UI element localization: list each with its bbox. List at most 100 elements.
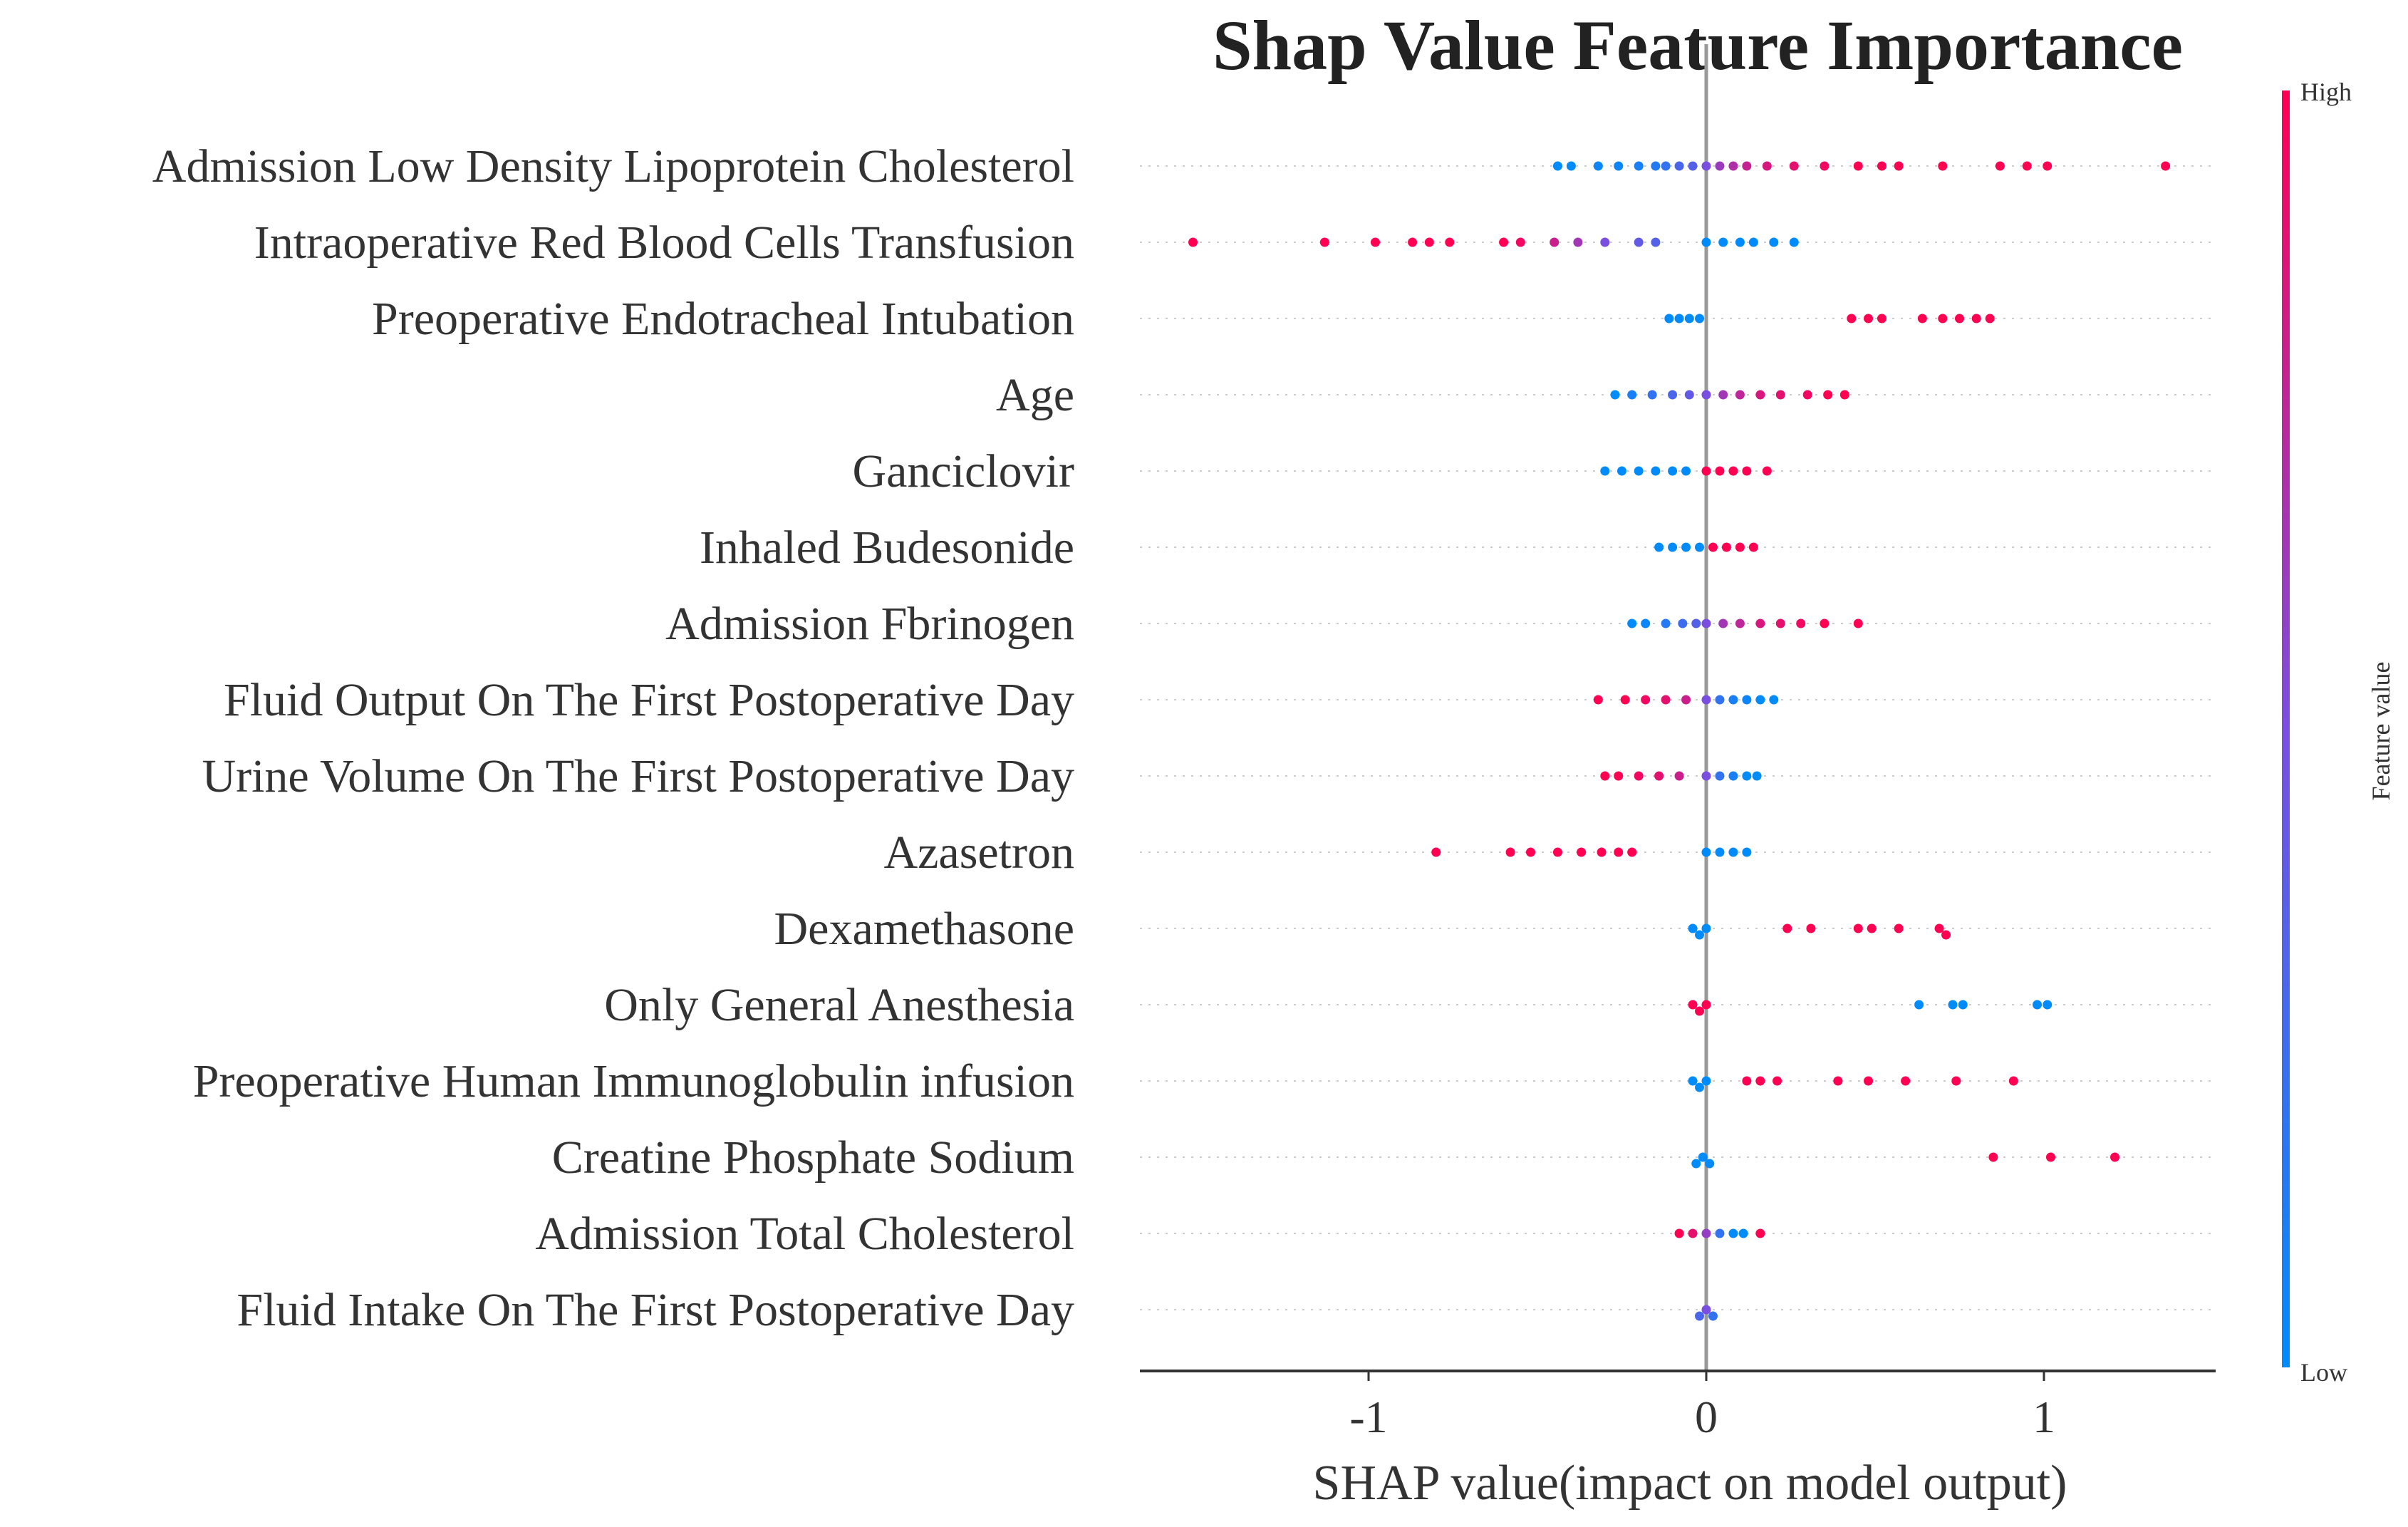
colorbar-high-label: High	[2300, 78, 2352, 106]
shap-point	[1701, 1076, 1711, 1086]
shap-point	[1600, 466, 1610, 476]
colorbar-title: Feature value	[2367, 662, 2395, 801]
shap-point	[1938, 161, 1948, 171]
shap-point	[1610, 390, 1620, 400]
shap-point	[1877, 161, 1887, 171]
x-tick-label: -1	[1349, 1392, 1387, 1442]
shap-point	[1552, 161, 1562, 171]
shap-point	[2110, 1152, 2120, 1162]
shap-point	[1688, 161, 1698, 171]
shap-point	[1641, 618, 1651, 628]
colorbar-low-label: Low	[2300, 1358, 2347, 1387]
shap-point	[1728, 771, 1738, 781]
shap-point	[1847, 314, 1857, 323]
shap-point	[1715, 847, 1725, 857]
shap-point	[1769, 695, 1779, 705]
feature-label: Fluid Intake On The First Postoperative …	[237, 1284, 1074, 1336]
shap-point	[1593, 695, 1603, 705]
shap-point	[2043, 1000, 2052, 1010]
shap-point	[1742, 771, 1752, 781]
shap-point	[1593, 161, 1603, 171]
shap-point	[1424, 237, 1434, 247]
shap-point	[1681, 466, 1691, 476]
shap-point	[1752, 771, 1762, 781]
shap-point	[1748, 542, 1758, 552]
shap-point	[1755, 1228, 1765, 1238]
shap-point	[1695, 1082, 1705, 1092]
shap-point	[1853, 923, 1863, 933]
feature-label: Intraoperative Red Blood Cells Transfusi…	[254, 217, 1074, 269]
shap-point	[1721, 542, 1731, 552]
shap-point	[1715, 771, 1725, 781]
shap-point	[1742, 847, 1752, 857]
shap-point	[1668, 390, 1678, 400]
shap-point	[1762, 466, 1772, 476]
shap-point	[1617, 466, 1626, 476]
shap-point	[1728, 847, 1738, 857]
shap-point	[1688, 1228, 1698, 1238]
shap-point	[1748, 237, 1758, 247]
shap-point	[1735, 390, 1745, 400]
colorbar-gradient	[2282, 90, 2290, 1367]
x-tick-label: 0	[1695, 1392, 1718, 1442]
shap-point	[1701, 466, 1711, 476]
shap-point	[1715, 1228, 1725, 1238]
shap-point	[1820, 161, 1830, 171]
shap-point	[1651, 161, 1661, 171]
colorbar: High Low Feature value	[2282, 78, 2395, 1387]
shap-point	[1370, 237, 1380, 247]
feature-label: Admission Low Density Lipoprotein Choles…	[152, 140, 1074, 192]
shap-point	[2161, 161, 2171, 171]
shap-point	[1698, 1152, 1708, 1162]
shap-point	[2043, 161, 2052, 171]
shap-point	[1614, 771, 1624, 781]
feature-label: Azasetron	[883, 827, 1074, 879]
shap-point	[1674, 771, 1684, 781]
shap-point	[2033, 1000, 2043, 1010]
shap-point	[1688, 1076, 1698, 1086]
shap-point	[1695, 314, 1705, 323]
shap-point	[1773, 1076, 1782, 1086]
shap-point	[1718, 237, 1728, 247]
shap-point	[1566, 161, 1576, 171]
shap-point	[1742, 695, 1752, 705]
shap-point	[1688, 923, 1698, 933]
shap-points	[1188, 161, 2171, 1321]
shap-point	[1634, 771, 1644, 781]
shap-point	[1695, 1311, 1705, 1321]
shap-point	[1789, 237, 1799, 247]
shap-point	[1647, 390, 1657, 400]
shap-point	[1654, 771, 1664, 781]
shap-point	[1995, 161, 2005, 171]
shap-point	[1701, 1228, 1711, 1238]
shap-point	[1735, 618, 1745, 628]
shap-point	[1445, 237, 1455, 247]
feature-label: Admission Fbrinogen	[665, 598, 1074, 650]
feature-rows: Admission Low Density Lipoprotein Choles…	[152, 140, 2216, 1336]
shap-point	[1597, 847, 1607, 857]
shap-point	[1735, 237, 1745, 247]
shap-point	[1661, 161, 1671, 171]
shap-point	[1701, 1000, 1711, 1010]
shap-point	[1864, 1076, 1874, 1086]
x-axis-title: SHAP value(impact on model output)	[1313, 1456, 2067, 1511]
shap-point	[1718, 618, 1728, 628]
shap-point	[1620, 695, 1630, 705]
shap-point	[1701, 237, 1711, 247]
shap-point	[1728, 161, 1738, 171]
shap-point	[2008, 1076, 2018, 1086]
shap-point	[1627, 390, 1637, 400]
shap-point	[1708, 542, 1718, 552]
shap-point	[1661, 695, 1671, 705]
x-axis-ticks: -1 0 1	[1349, 1371, 2055, 1442]
shap-point	[1705, 1159, 1715, 1169]
shap-point	[1755, 1076, 1765, 1086]
feature-label: Urine Volume On The First Postoperative …	[202, 750, 1074, 802]
shap-point	[1674, 314, 1684, 323]
shap-point	[1674, 161, 1684, 171]
shap-point	[1701, 618, 1711, 628]
shap-point	[1894, 923, 1904, 933]
shap-point	[1867, 923, 1877, 933]
shap-point	[1948, 1000, 1958, 1010]
shap-point	[1614, 847, 1624, 857]
